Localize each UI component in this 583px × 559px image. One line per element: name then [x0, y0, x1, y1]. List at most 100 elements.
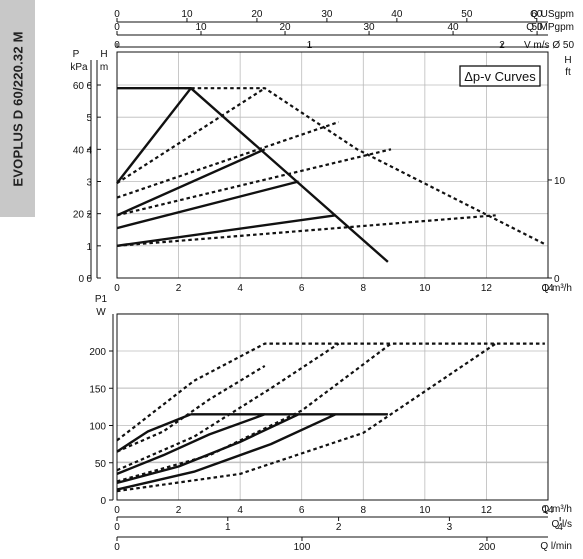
- axis-label-ft-h: H: [564, 55, 571, 66]
- axis-label-pressure-kpa: kPa: [70, 62, 88, 73]
- head-curve-solid-4: [116, 214, 336, 247]
- tick-label-head-ft: 0: [554, 274, 560, 285]
- power-curve-dotted-9: [116, 342, 497, 493]
- tick-label-ls: 4: [557, 522, 563, 533]
- tick-label-lmin: 200: [479, 542, 496, 553]
- tick-label-usgpm: 60: [531, 9, 543, 20]
- head-curve-dotted-6: [116, 87, 266, 185]
- tick-label-q-bottom: 10: [419, 505, 431, 516]
- tick-label-usgpm: 40: [391, 9, 403, 20]
- axis-label-pressure-p: P: [73, 49, 80, 60]
- power-curve-dotted-8: [116, 342, 392, 483]
- tick-label-q-bottom: 4: [237, 505, 243, 516]
- legend-frame: [459, 65, 541, 87]
- tick-label-head-m: 0: [86, 274, 92, 285]
- axis-label-head-h: H: [100, 49, 107, 60]
- tick-label-usgpm: 50: [461, 9, 473, 20]
- tick-label-q-top: 12: [481, 283, 493, 294]
- legend-label: Δp-v Curves: [464, 69, 536, 84]
- tick-label-head-m: 1: [86, 242, 92, 253]
- tick-label-q-top: 14: [542, 283, 554, 294]
- tick-label-head-m: 5: [86, 113, 92, 124]
- axis-label-ft-ft: ft: [565, 67, 571, 78]
- power-curve-dotted-7: [116, 342, 340, 472]
- tick-label-q-bottom: 8: [361, 505, 367, 516]
- tick-label-impgpm: 20: [279, 22, 291, 33]
- tick-label-q-top: 4: [237, 283, 243, 294]
- tick-label-q-bottom: 14: [542, 505, 554, 516]
- tick-label-ls: 3: [447, 522, 453, 533]
- tick-label-p1: 0: [100, 496, 106, 507]
- tick-label-q-top: 10: [419, 283, 431, 294]
- tick-label-q-top: 6: [299, 283, 305, 294]
- tick-label-p1: 100: [89, 422, 106, 433]
- tick-label-head-m: 2: [86, 210, 92, 221]
- tick-label-head-m: 4: [86, 145, 92, 156]
- tick-label-q-bottom: 2: [176, 505, 182, 516]
- tick-label-lmin: 0: [114, 542, 120, 553]
- power-curve-solid-2: [116, 413, 266, 476]
- tick-label-q-bottom: 0: [114, 505, 120, 516]
- tick-label-impgpm: 10: [195, 22, 207, 33]
- tick-label-velocity: 2: [499, 40, 505, 51]
- tick-label-usgpm: 30: [321, 9, 333, 20]
- tick-label-pressure: 20: [73, 210, 85, 221]
- head-curve-solid-1: [116, 87, 192, 184]
- axis-label-usgpm: Q USgpm: [530, 9, 574, 20]
- axis-label-p1: P1: [95, 294, 108, 305]
- side-tab: [0, 0, 35, 217]
- tick-label-ls: 1: [225, 522, 231, 533]
- power-curve-solid-1: [116, 413, 192, 453]
- tick-label-q-bottom: 12: [481, 505, 493, 516]
- tick-label-impgpm: 0: [114, 22, 120, 33]
- tick-label-head-m: 3: [86, 178, 92, 189]
- tick-label-q-bottom: 6: [299, 505, 305, 516]
- power-curve-dotted-5: [116, 342, 545, 442]
- power-curve-dotted-6: [116, 364, 266, 453]
- head-curve-solid-2: [116, 148, 266, 217]
- tick-label-usgpm: 10: [181, 9, 193, 20]
- tick-label-p1: 50: [95, 459, 107, 470]
- head-curve-dotted-5: [184, 87, 546, 246]
- tick-label-p1: 200: [89, 347, 106, 358]
- head-curve-dotted-7: [116, 120, 340, 199]
- axis-label-lmin: Q l/min: [540, 541, 572, 552]
- head-curve-solid-3: [116, 180, 299, 230]
- axis-label-head-m: m: [100, 62, 108, 73]
- tick-label-head-ft: 10: [554, 176, 566, 187]
- tick-label-q-top: 2: [176, 283, 182, 294]
- power-series: [116, 342, 545, 493]
- tick-label-impgpm: 30: [363, 22, 375, 33]
- tick-label-velocity: 0: [114, 40, 120, 51]
- axis-label-q-top: Q m³/h: [541, 283, 572, 294]
- tick-label-head-m: 6: [86, 81, 92, 92]
- power-axes: [109, 314, 561, 541]
- power-curve-solid-4: [116, 413, 337, 491]
- axis-label-p1-unit: W: [96, 307, 106, 318]
- tick-label-velocity: 1: [307, 40, 313, 51]
- tick-label-usgpm: 0: [114, 9, 120, 20]
- tick-label-q-top: 0: [114, 283, 120, 294]
- head-axes: [87, 18, 552, 279]
- head-curve-dotted-8: [116, 148, 392, 217]
- power-grid: [116, 313, 549, 501]
- tick-label-lmin: 100: [294, 542, 311, 553]
- legend-box: Δp-v Curves: [459, 65, 541, 87]
- axis-label-impgpm: Q IMPgpm: [526, 22, 574, 33]
- axis-label-velocity: V m/s Ø 50: [524, 40, 574, 51]
- tick-label-impgpm: 40: [447, 22, 459, 33]
- power-curve-solid-3: [116, 413, 300, 485]
- head-series: [116, 86, 546, 263]
- tick-label-q-top: 8: [361, 283, 367, 294]
- tick-label-pressure: 0: [78, 274, 84, 285]
- tick-label-ls: 2: [336, 522, 342, 533]
- tick-label-p1: 150: [89, 384, 106, 395]
- head-curve-dotted-9: [116, 214, 496, 247]
- head-curve-solid-0: [117, 86, 389, 263]
- tick-label-usgpm: 20: [251, 9, 263, 20]
